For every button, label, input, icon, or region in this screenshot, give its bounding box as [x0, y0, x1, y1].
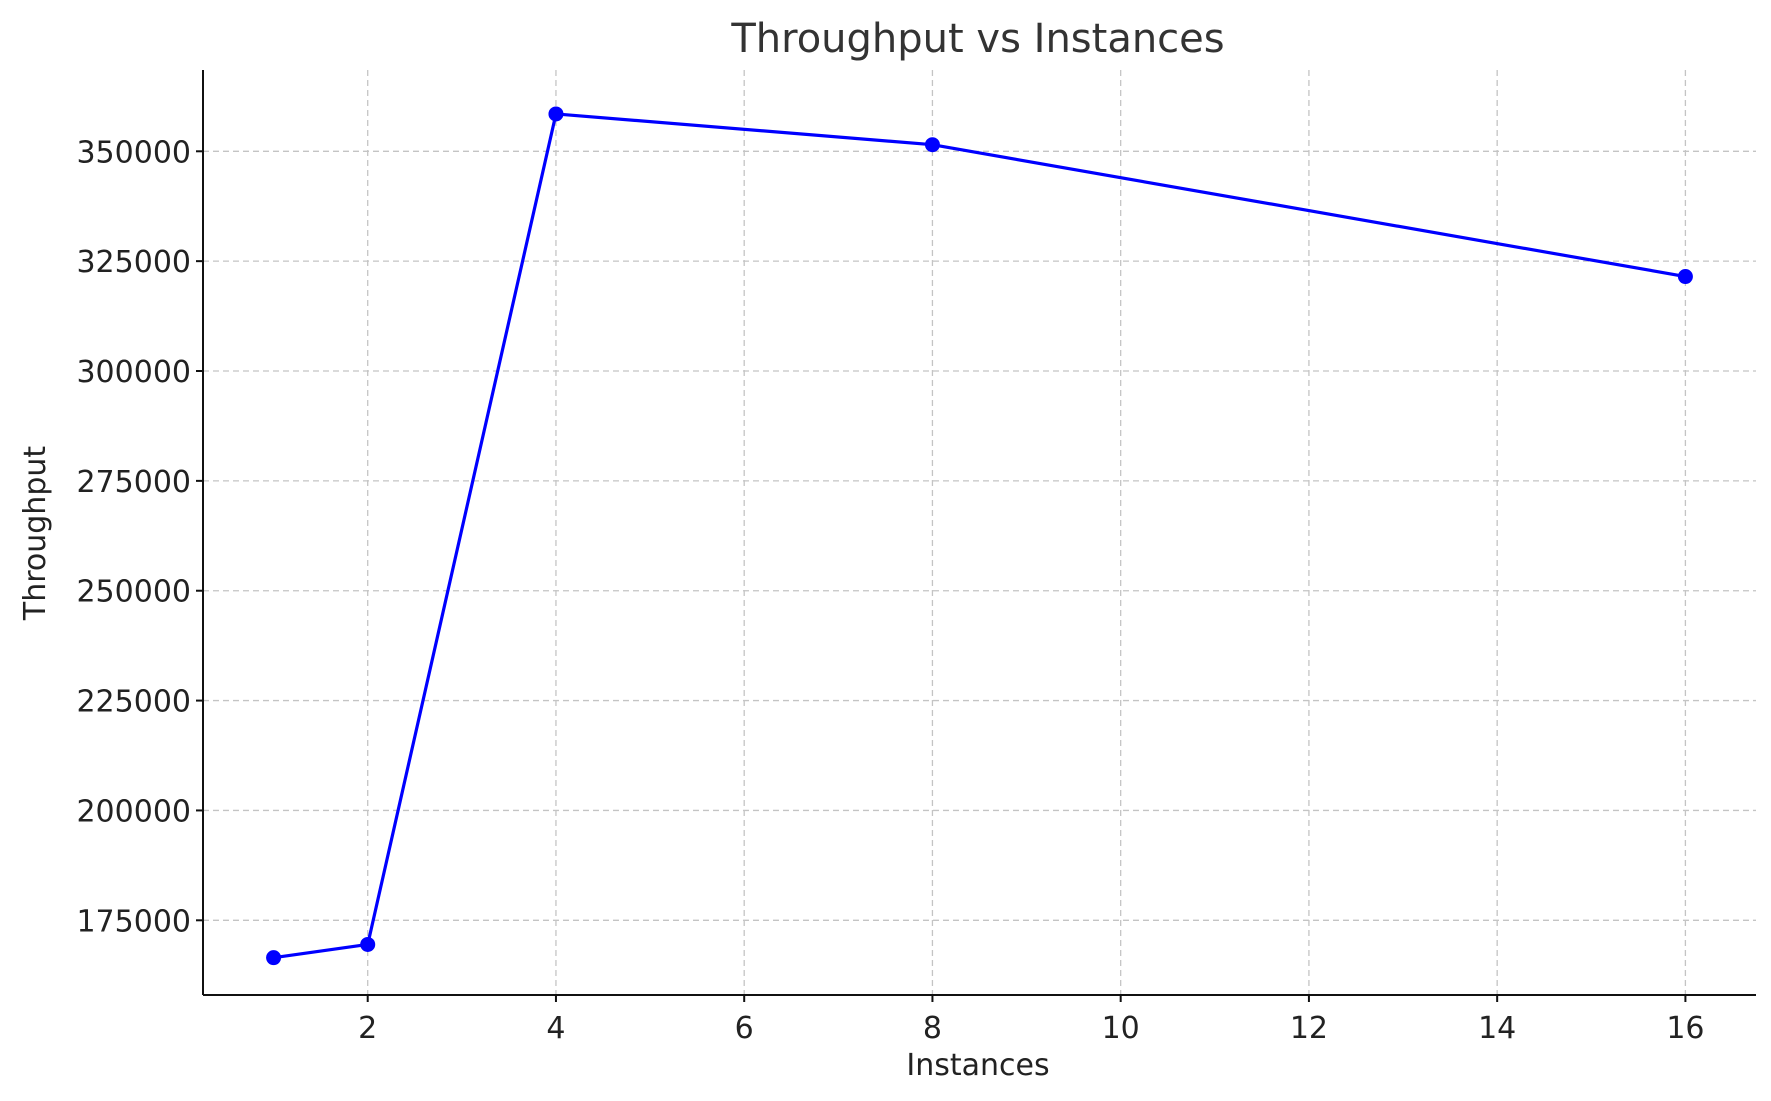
x-tick-label: 8	[923, 1011, 942, 1046]
data-point	[548, 106, 564, 122]
data-point	[360, 936, 376, 952]
y-tick-label: 250000	[76, 575, 191, 610]
data-point	[266, 950, 282, 966]
series-line	[273, 112, 1686, 960]
y-tick-label: 225000	[76, 685, 191, 720]
y-axis-ticks: 175000 200000 225000 250000 275000 300000 3250…	[76, 135, 203, 939]
y-axis-label: Throughput	[18, 446, 53, 621]
x-tick-label: 14	[1478, 1011, 1516, 1046]
x-gridlines	[367, 70, 1687, 995]
data-point	[924, 137, 940, 153]
x-tick-label: 16	[1666, 1011, 1704, 1046]
y-tick-label: 175000	[76, 904, 191, 939]
chart-title: Throughput vs Instances	[730, 16, 1224, 62]
x-axis-ticks: 2 4 6 8 10 12 14 16	[358, 995, 1705, 1046]
series-group	[266, 106, 1693, 966]
x-axis-label: Instances	[906, 1048, 1049, 1083]
x-tick-label: 2	[358, 1011, 377, 1046]
y-tick-label: 275000	[76, 465, 191, 500]
x-tick-label: 6	[735, 1011, 754, 1046]
y-gridlines	[203, 150, 1756, 921]
y-tick-label: 300000	[76, 355, 191, 390]
y-tick-label: 200000	[76, 794, 191, 829]
y-tick-label: 325000	[76, 245, 191, 280]
x-tick-label: 10	[1102, 1011, 1140, 1046]
y-tick-label: 350000	[76, 135, 191, 170]
x-tick-label: 4	[546, 1011, 565, 1046]
x-tick-label: 12	[1290, 1011, 1328, 1046]
data-point	[1677, 269, 1693, 285]
